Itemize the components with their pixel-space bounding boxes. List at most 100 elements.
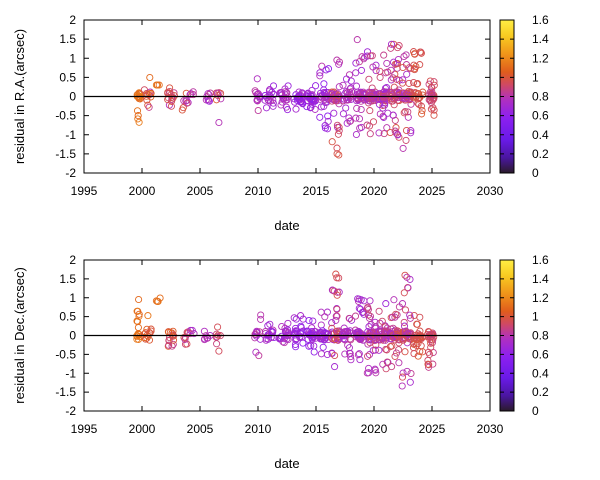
data-point bbox=[292, 327, 300, 335]
data-point bbox=[356, 305, 365, 313]
y-tick-label: -2 bbox=[65, 404, 76, 418]
data-point bbox=[401, 306, 410, 314]
data-point bbox=[363, 121, 371, 129]
data-point bbox=[352, 59, 360, 67]
data-point bbox=[155, 81, 163, 89]
data-point bbox=[292, 343, 300, 351]
data-point bbox=[357, 296, 365, 304]
data-point bbox=[144, 312, 152, 320]
data-point bbox=[376, 110, 384, 118]
data-point bbox=[357, 105, 365, 114]
data-point bbox=[386, 329, 395, 337]
data-point bbox=[430, 95, 438, 103]
data-point bbox=[333, 291, 341, 299]
data-point bbox=[291, 328, 299, 336]
data-point bbox=[333, 56, 341, 64]
data-point bbox=[257, 311, 265, 319]
data-point bbox=[152, 297, 160, 305]
data-point bbox=[346, 88, 354, 96]
data-point bbox=[390, 333, 398, 341]
data-point bbox=[395, 359, 403, 367]
data-point bbox=[264, 322, 272, 330]
data-point bbox=[364, 311, 373, 319]
data-point bbox=[324, 65, 333, 73]
data-point bbox=[376, 73, 384, 81]
data-point bbox=[200, 327, 208, 335]
data-point bbox=[404, 113, 412, 121]
data-point bbox=[252, 348, 260, 356]
data-point bbox=[346, 314, 354, 323]
y-tick-label: 1 bbox=[69, 51, 76, 65]
data-point bbox=[324, 112, 332, 120]
data-point bbox=[425, 361, 433, 369]
colorbar-tick-label: 0.8 bbox=[532, 90, 549, 104]
data-points bbox=[133, 36, 438, 159]
data-point bbox=[333, 121, 341, 129]
data-point bbox=[411, 66, 419, 74]
data-point bbox=[407, 369, 415, 378]
data-point bbox=[348, 316, 356, 324]
data-point bbox=[335, 123, 343, 131]
colorbar-tick-label: 0.4 bbox=[532, 366, 549, 380]
data-point bbox=[253, 75, 261, 83]
y-axis-label: residual in Dec.(arcsec) bbox=[12, 267, 27, 404]
data-point bbox=[345, 71, 354, 79]
data-point bbox=[353, 36, 361, 44]
data-point bbox=[404, 108, 412, 116]
y-tick-label: -1 bbox=[65, 366, 76, 380]
data-point bbox=[352, 130, 360, 139]
data-point bbox=[318, 62, 326, 70]
data-point bbox=[392, 124, 400, 132]
data-point bbox=[305, 342, 313, 350]
colorbar-tick-label: 1.6 bbox=[532, 253, 549, 267]
data-point bbox=[332, 97, 340, 105]
data-point bbox=[212, 96, 221, 104]
data-point bbox=[292, 105, 300, 113]
data-point bbox=[189, 91, 197, 99]
data-point bbox=[398, 300, 407, 308]
data-point bbox=[375, 346, 383, 354]
data-point bbox=[339, 330, 347, 338]
data-point bbox=[352, 82, 361, 90]
data-point bbox=[364, 340, 372, 348]
data-point bbox=[419, 88, 427, 96]
data-point bbox=[390, 83, 398, 91]
data-point bbox=[387, 40, 396, 48]
data-point bbox=[354, 351, 362, 359]
data-point bbox=[403, 273, 411, 281]
y-tick-label: 0 bbox=[69, 329, 76, 343]
data-point bbox=[316, 113, 324, 121]
x-tick-label: 2000 bbox=[129, 422, 156, 436]
data-point bbox=[317, 308, 325, 316]
y-tick-label: -1 bbox=[65, 128, 76, 142]
data-point bbox=[410, 336, 418, 344]
y-tick-label: 2 bbox=[69, 253, 76, 267]
data-point bbox=[412, 62, 420, 71]
y-tick-label: -1.5 bbox=[55, 385, 76, 399]
data-point bbox=[366, 332, 374, 340]
data-point bbox=[393, 59, 402, 68]
data-point bbox=[305, 316, 313, 325]
data-point bbox=[332, 316, 340, 324]
data-point bbox=[181, 333, 189, 341]
data-point bbox=[135, 330, 143, 338]
data-point bbox=[257, 315, 265, 323]
x-tick-label: 2010 bbox=[245, 422, 272, 436]
x-tick-label: 2015 bbox=[303, 184, 330, 198]
colorbar-tick-label: 1.6 bbox=[532, 13, 549, 27]
data-point bbox=[407, 129, 415, 137]
colorbar-tick-label: 1.2 bbox=[532, 51, 549, 65]
data-point bbox=[147, 325, 155, 333]
x-tick-label: 2020 bbox=[361, 422, 388, 436]
data-point bbox=[390, 334, 398, 342]
data-point bbox=[355, 115, 364, 123]
data-point bbox=[410, 61, 418, 69]
data-point bbox=[410, 350, 418, 358]
data-point bbox=[297, 323, 305, 332]
data-point bbox=[333, 144, 341, 152]
data-point bbox=[328, 97, 336, 105]
data-point bbox=[351, 312, 360, 320]
data-point bbox=[317, 103, 325, 111]
data-point bbox=[401, 271, 409, 279]
